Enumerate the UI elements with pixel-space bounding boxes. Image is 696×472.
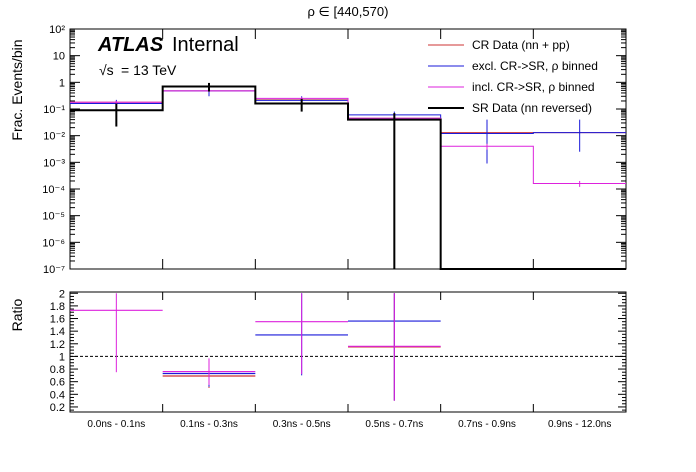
main-series-layer bbox=[70, 82, 626, 270]
ratio-panel: Ratio 0.20.40.60.811.21.41.61.82 0.0ns -… bbox=[9, 288, 627, 430]
ratio-series-layer bbox=[70, 293, 441, 401]
ratio-x-tick-label: 0.7ns - 0.9ns bbox=[458, 419, 516, 430]
main-y-tick-label: 10² bbox=[49, 24, 65, 36]
ratio-y-tick-label: 0.6 bbox=[50, 377, 65, 389]
ratio-y-tick-label: 1.8 bbox=[50, 301, 65, 313]
main-y-tick-label: 10⁻⁶ bbox=[42, 237, 65, 249]
main-y-axis-label: Frac. Events/bin bbox=[9, 39, 25, 140]
legend-label-sr-data: SR Data (nn reversed) bbox=[472, 101, 592, 115]
main-panel: ρ ∈ [440,570) Frac. Events/bin 10⁻⁷10⁻⁶1… bbox=[9, 4, 627, 276]
main-y-tick-label: 10⁻³ bbox=[43, 157, 65, 169]
atlas-internal-label: Internal bbox=[172, 34, 239, 56]
ratio-x-tick-label: 0.3ns - 0.5ns bbox=[273, 419, 331, 430]
ratio-x-tick-label: 0.1ns - 0.3ns bbox=[180, 419, 238, 430]
main-y-tick-label: 10 bbox=[53, 51, 65, 63]
main-y-tick-label: 10⁻⁷ bbox=[43, 264, 65, 276]
ratio-y-axis: 0.20.40.60.811.21.41.61.82 bbox=[50, 288, 626, 414]
ratio-y-tick-label: 0.4 bbox=[50, 389, 65, 401]
legend-label-excl: excl. CR->SR, ρ binned bbox=[472, 59, 598, 73]
ratio-y-tick-label: 1.4 bbox=[50, 326, 65, 338]
ratio-x-tick-label: 0.5ns - 0.7ns bbox=[365, 419, 423, 430]
legend-label-incl: incl. CR->SR, ρ binned bbox=[472, 80, 595, 94]
ratio-y-tick-label: 1.2 bbox=[50, 339, 65, 351]
main-y-tick-label: 10⁻⁵ bbox=[42, 211, 65, 223]
atlas-label: ATLAS bbox=[97, 34, 164, 56]
legend-label-cr-data: CR Data (nn + pp) bbox=[472, 38, 570, 52]
energy-sqrt-label: √s bbox=[99, 62, 114, 78]
ratio-y-tick-label: 1 bbox=[59, 351, 65, 363]
main-y-tick-label: 10⁻⁴ bbox=[42, 184, 65, 196]
ratio-y-axis-label: Ratio bbox=[9, 298, 25, 331]
main-y-tick-label: 1 bbox=[59, 77, 65, 89]
ratio-y-tick-label: 1.6 bbox=[50, 314, 65, 326]
chart-title: ρ ∈ [440,570) bbox=[308, 4, 389, 19]
main-y-axis: 10⁻⁷ 10⁻⁶ 10⁻⁵ 10⁻⁴ 10⁻³ 10⁻² 10⁻¹ 1 10 10² bbox=[42, 24, 626, 276]
main-y-tick-label: 10⁻² bbox=[43, 131, 65, 143]
energy-label: = 13 TeV bbox=[121, 62, 177, 78]
main-y-tick-label: 10⁻¹ bbox=[43, 104, 65, 116]
main-x-axis bbox=[69, 29, 627, 269]
ratio-y-tick-label: 0.8 bbox=[50, 364, 65, 376]
ratio-x-axis: 0.0ns - 0.1ns 0.1ns - 0.3ns 0.3ns - 0.5ns 0… bbox=[69, 292, 627, 430]
ratio-x-tick-label: 0.0ns - 0.1ns bbox=[87, 419, 145, 430]
ratio-y-tick-label: 2 bbox=[59, 288, 65, 300]
series-step-sr-data-nn-reversed bbox=[70, 85, 626, 270]
ratio-y-tick-label: 0.2 bbox=[50, 402, 65, 414]
legend: CR Data (nn + pp) excl. CR->SR, ρ binned… bbox=[428, 38, 598, 115]
ratio-x-tick-label: 0.9ns - 12.0ns bbox=[548, 419, 611, 430]
